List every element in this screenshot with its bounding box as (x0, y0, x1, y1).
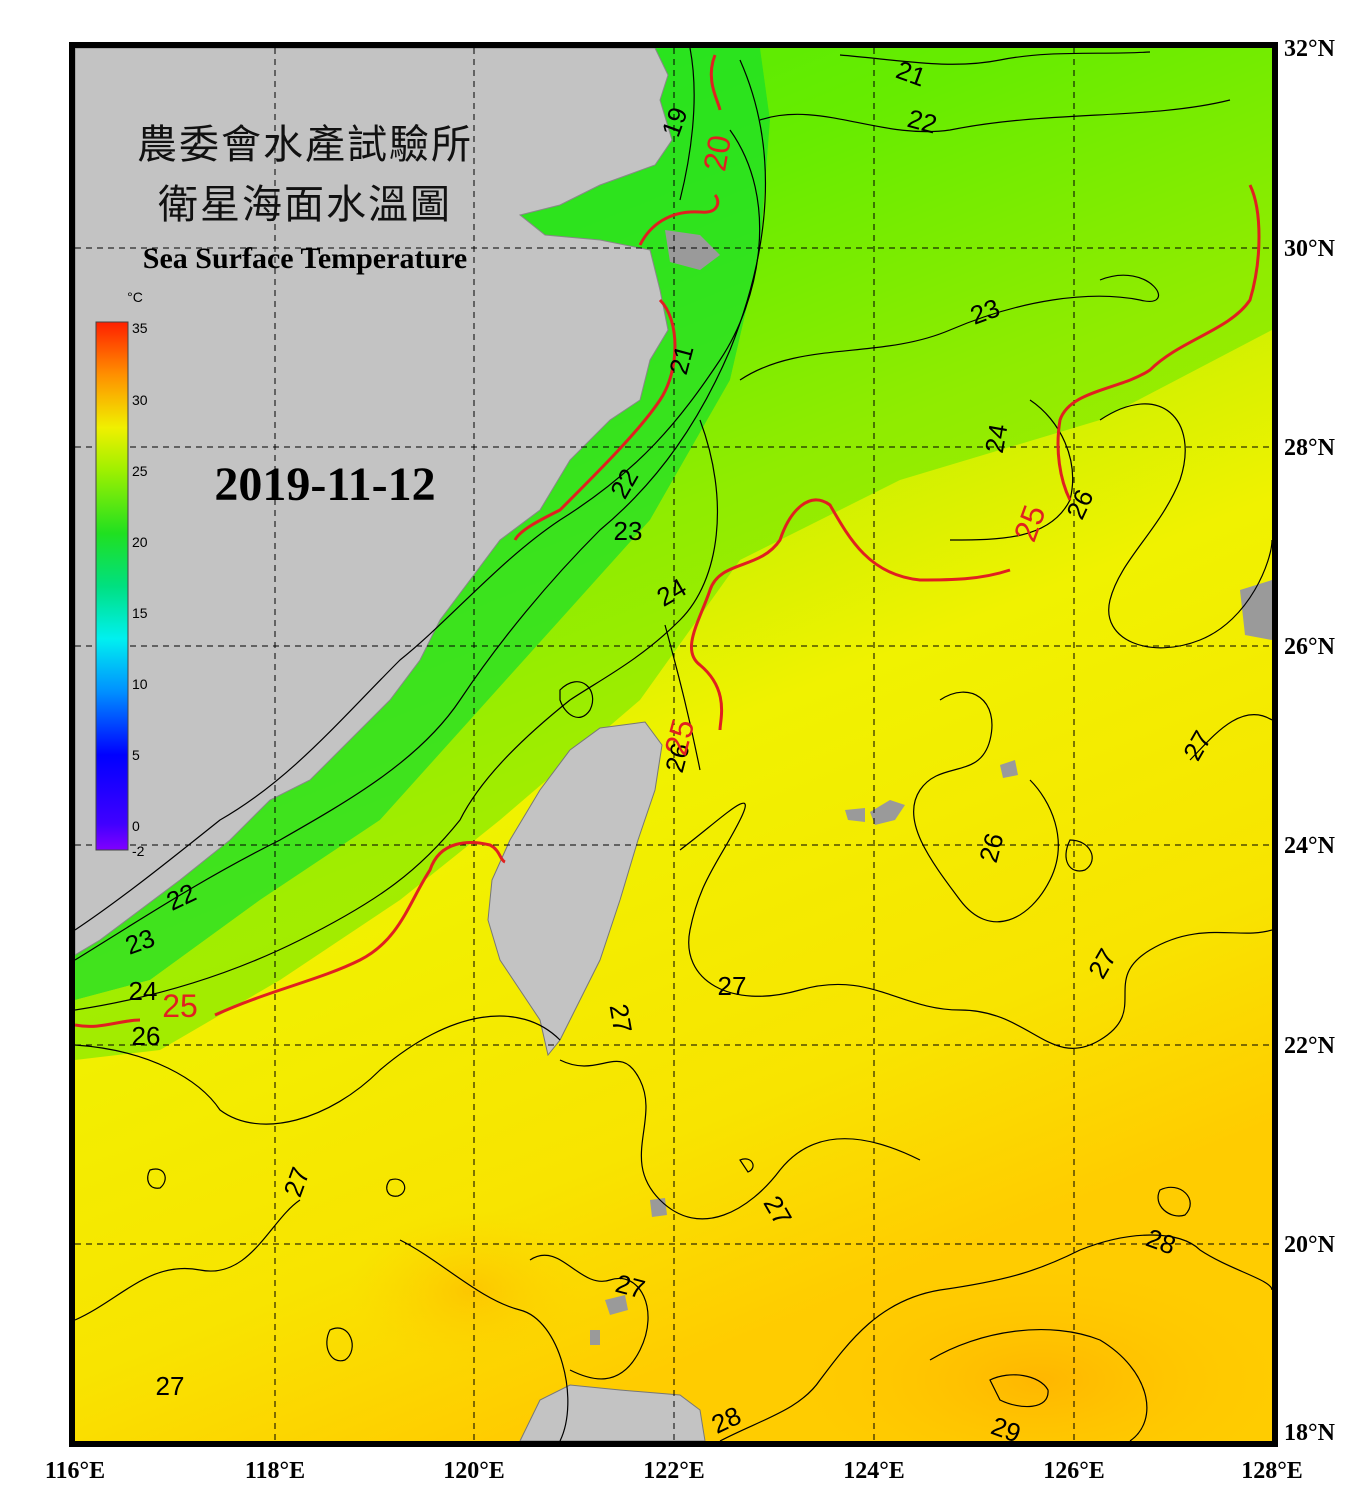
colorbar-label: 25 (132, 463, 148, 479)
colorbar: °C 35 30 25 20 15 10 5 0 -2 (95, 289, 148, 859)
map-frame (69, 42, 1278, 1447)
latitude-label: 20°N (1284, 1232, 1336, 1258)
colorbar-label: 20 (132, 534, 148, 550)
colorbar-label: 30 (132, 392, 148, 408)
latitude-label: 32°N (1284, 36, 1336, 62)
latitude-label: 18°N (1284, 1420, 1336, 1446)
longitude-label: 120°E (443, 1458, 505, 1484)
zhoushan-islands (665, 230, 720, 270)
colorbar-label: 15 (132, 605, 148, 621)
longitude-label: 124°E (843, 1458, 905, 1484)
isotherm-label: 24 (129, 976, 158, 1006)
title-english: Sea Surface Temperature (143, 242, 467, 275)
isotherm-label: 27 (718, 971, 747, 1001)
latitude-label: 28°N (1284, 435, 1336, 461)
longitude-label: 116°E (45, 1458, 105, 1484)
warm-water-core (740, 1240, 1272, 1441)
isotherm-label: 26 (132, 1021, 161, 1051)
latitude-label: 30°N (1284, 236, 1336, 262)
miyako-island (845, 808, 865, 822)
colorbar-label: 10 (132, 676, 148, 692)
latitude-label: 22°N (1284, 1033, 1336, 1059)
isotherm-label: 20 (696, 132, 738, 173)
isotherm-label: 24 (979, 422, 1014, 456)
colorbar-unit: °C (127, 289, 143, 305)
luzon-island (519, 1384, 706, 1441)
longitude-label: 126°E (1043, 1458, 1105, 1484)
latitude-label: 24°N (1284, 833, 1336, 859)
title-chinese-line2: 衛星海面水溫圖 (158, 182, 452, 228)
small-islands (590, 1198, 667, 1345)
colorbar-label: 0 (132, 818, 140, 834)
longitude-label: 122°E (643, 1458, 705, 1484)
okinawa-island (870, 800, 905, 825)
title-chinese-line1: 農委會水產試驗所 (137, 122, 473, 168)
amami-island (1000, 760, 1018, 778)
colorbar-scale (95, 321, 129, 851)
colorbar-label: 35 (132, 320, 148, 336)
isotherms-red (75, 54, 1261, 1028)
longitude-labels: 116°E 118°E 120°E 122°E 124°E 126°E 128°E (45, 1458, 1303, 1484)
isotherm-label: 27 (604, 1002, 639, 1036)
latitude-labels: 32°N 30°N 28°N 26°N 24°N 22°N 20°N 18°N (1284, 36, 1336, 1446)
longitude-label: 118°E (245, 1458, 305, 1484)
warm-water-core-2 (350, 1210, 590, 1370)
colorbar-label: 5 (132, 747, 140, 763)
isotherm-label: 27 (156, 1371, 185, 1401)
date-label: 2019-11-12 (214, 458, 435, 511)
latitude-label: 26°N (1284, 634, 1336, 660)
graticule (75, 48, 1272, 1441)
colorbar-label: -2 (132, 843, 145, 859)
longitude-label: 128°E (1241, 1458, 1303, 1484)
isotherm-label: 23 (614, 516, 643, 546)
kyushu-fragment (1240, 580, 1272, 640)
isotherm-label: 25 (162, 988, 198, 1024)
taiwan-island (487, 721, 663, 1057)
china-mainland (75, 48, 673, 956)
isotherms-black (75, 48, 1272, 1441)
